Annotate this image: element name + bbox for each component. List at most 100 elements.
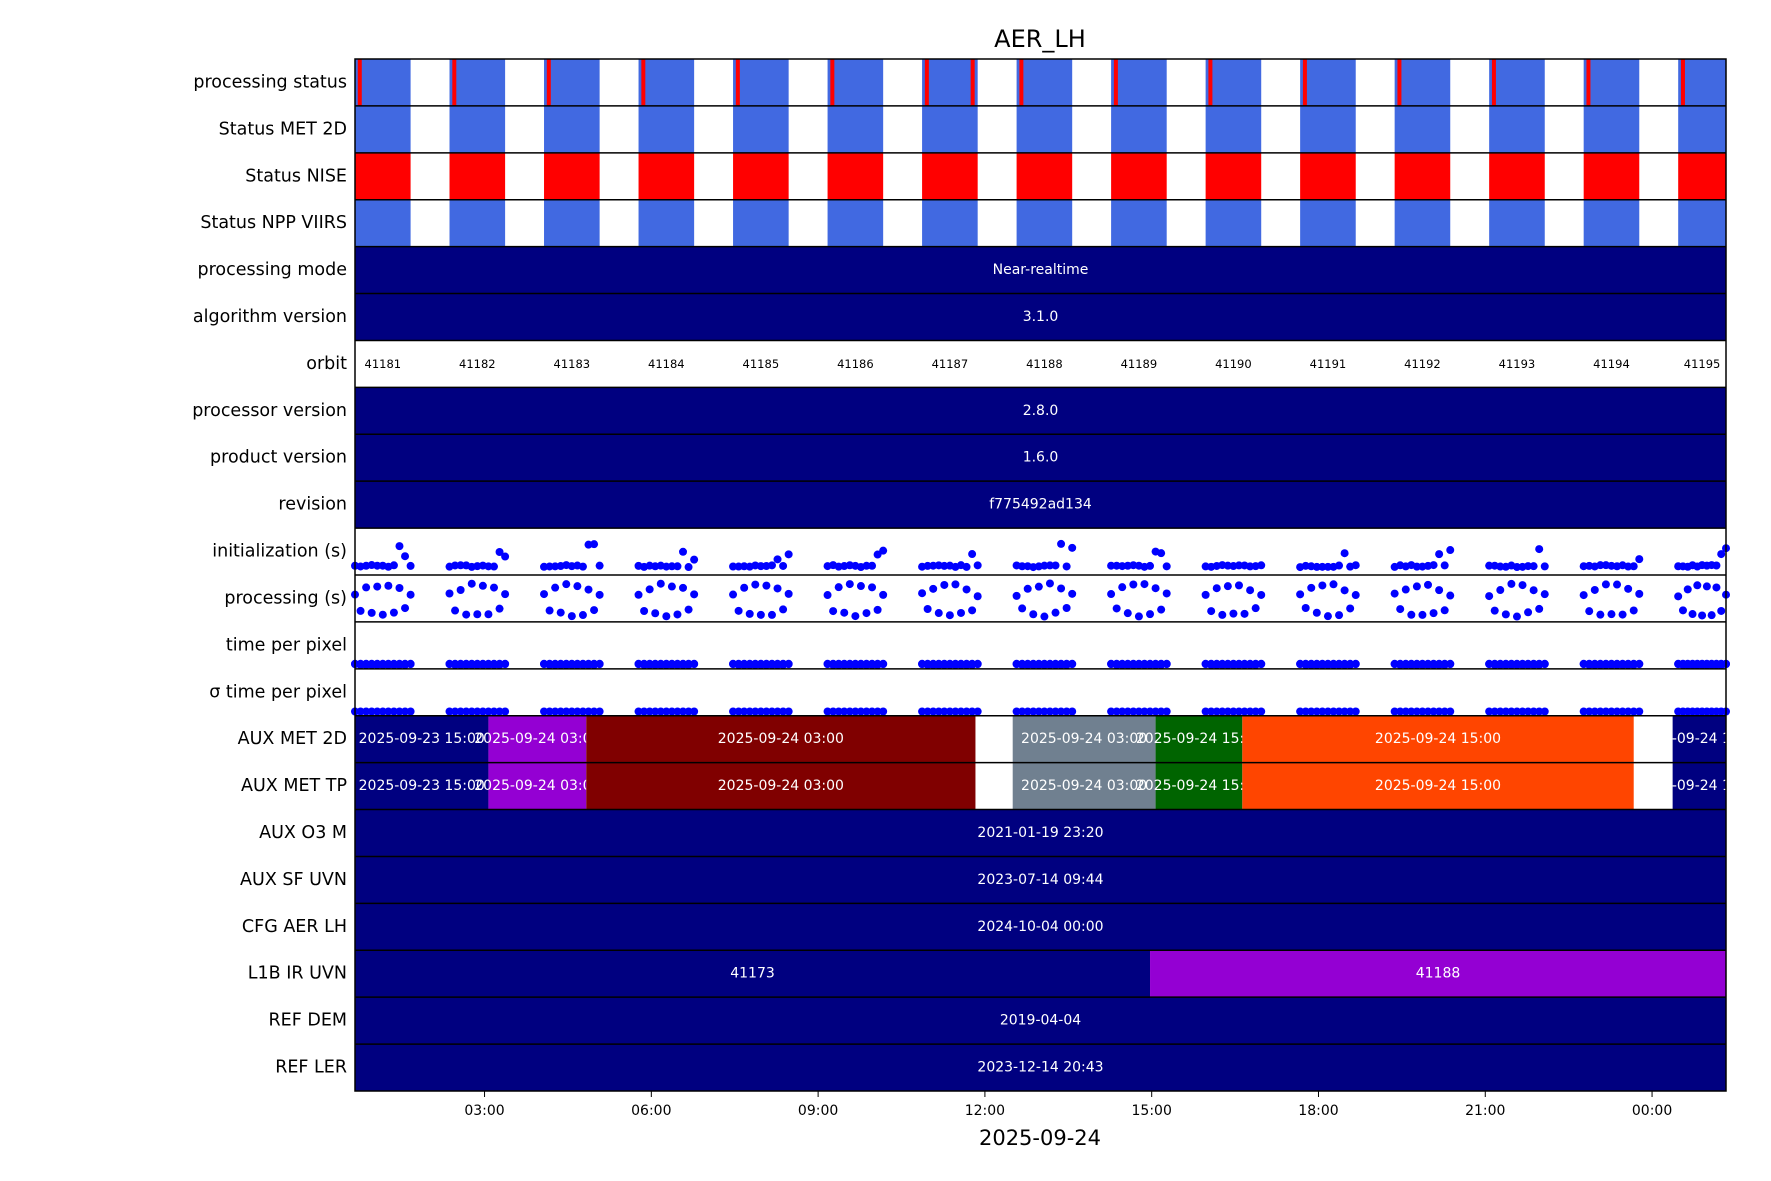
data-point bbox=[551, 707, 560, 716]
segment-bar bbox=[355, 950, 1151, 998]
data-point bbox=[1157, 605, 1166, 614]
data-point bbox=[1162, 589, 1171, 598]
data-point bbox=[1129, 707, 1138, 716]
data-point bbox=[1051, 608, 1060, 617]
value-bar bbox=[355, 434, 1726, 482]
data-point bbox=[462, 610, 471, 619]
data-point bbox=[773, 584, 782, 593]
data-point bbox=[473, 610, 482, 619]
data-point bbox=[1134, 612, 1143, 621]
data-point bbox=[389, 707, 398, 716]
data-point bbox=[656, 579, 665, 588]
data-point bbox=[856, 582, 865, 591]
data-point bbox=[779, 707, 788, 716]
data-point bbox=[1629, 606, 1638, 615]
orbit-number: 41189 bbox=[1121, 357, 1158, 371]
data-point bbox=[1040, 612, 1049, 621]
data-point bbox=[1351, 591, 1360, 600]
value-bar-label: 1.6.0 bbox=[1023, 450, 1059, 466]
status-bar bbox=[355, 199, 411, 247]
data-point bbox=[1123, 707, 1132, 716]
x-tick-label: 03:00 bbox=[464, 1103, 504, 1119]
row-label: L1B IR UVN bbox=[248, 964, 347, 984]
data-point bbox=[456, 585, 465, 594]
data-point bbox=[595, 660, 604, 669]
data-point bbox=[1446, 546, 1455, 555]
status-bar bbox=[544, 152, 600, 200]
data-point bbox=[384, 581, 393, 590]
data-point bbox=[1218, 610, 1227, 619]
data-point bbox=[851, 707, 860, 716]
x-tick-label: 21:00 bbox=[1465, 1103, 1505, 1119]
data-point bbox=[590, 540, 599, 549]
segment-label: 2025-09-24 03:00 bbox=[718, 778, 844, 794]
status-bar bbox=[733, 105, 789, 153]
row-label: processing (s) bbox=[224, 588, 347, 608]
data-point bbox=[473, 707, 482, 716]
status-bar bbox=[1205, 199, 1262, 247]
data-point bbox=[1601, 580, 1610, 589]
data-point bbox=[1340, 586, 1349, 595]
status-bar bbox=[1016, 59, 1073, 106]
data-point bbox=[378, 707, 387, 716]
data-point bbox=[751, 580, 760, 589]
data-point bbox=[489, 583, 498, 592]
data-point bbox=[1151, 707, 1160, 716]
segment-bar bbox=[1012, 715, 1156, 763]
data-point bbox=[567, 707, 576, 716]
data-point bbox=[851, 612, 860, 621]
data-point bbox=[406, 561, 415, 570]
x-axis-label: 2025-09-24 bbox=[979, 1126, 1101, 1150]
data-point bbox=[1524, 707, 1533, 716]
data-point bbox=[1346, 707, 1355, 716]
data-point bbox=[1029, 610, 1038, 619]
value-bar bbox=[355, 481, 1726, 529]
data-point bbox=[756, 707, 765, 716]
data-point bbox=[501, 590, 510, 599]
status-bar bbox=[733, 199, 789, 247]
data-point bbox=[1140, 580, 1149, 589]
data-point bbox=[1234, 581, 1243, 590]
data-point bbox=[1424, 580, 1433, 589]
data-point bbox=[1062, 707, 1071, 716]
orbit-number: 41190 bbox=[1215, 357, 1252, 371]
segment-label: 2025-09-24 15:00 bbox=[1636, 778, 1762, 794]
data-point bbox=[1707, 611, 1716, 620]
data-point bbox=[840, 707, 849, 716]
segment-bar bbox=[488, 762, 587, 810]
data-point bbox=[923, 707, 932, 716]
status-bar bbox=[733, 59, 789, 106]
data-point bbox=[595, 590, 604, 599]
segment-bar bbox=[586, 715, 976, 763]
row-label: AUX O3 M bbox=[259, 823, 347, 843]
data-point bbox=[373, 582, 382, 591]
error-mark bbox=[735, 59, 740, 106]
data-point bbox=[1351, 561, 1360, 570]
data-point bbox=[1485, 707, 1494, 716]
data-point bbox=[929, 707, 938, 716]
data-point bbox=[567, 612, 576, 621]
data-point bbox=[378, 610, 387, 619]
orbit-number: 41193 bbox=[1499, 357, 1536, 371]
segment-bar bbox=[355, 715, 489, 763]
data-point bbox=[973, 660, 982, 669]
data-point bbox=[540, 707, 549, 716]
data-point bbox=[562, 580, 571, 589]
x-axis: 03:00 06:00 09:00 12:00 15:00 18:00 21:00 00:00 bbox=[464, 1091, 1672, 1119]
data-point bbox=[1390, 707, 1399, 716]
status-bar bbox=[1678, 59, 1726, 106]
data-point bbox=[756, 562, 765, 571]
data-point bbox=[1429, 609, 1438, 618]
segment-label: 2025-09-23 15:00 bbox=[359, 731, 485, 747]
value-bar-label: 3.1.0 bbox=[1023, 309, 1059, 325]
x-tick-label: 06:00 bbox=[631, 1103, 671, 1119]
status-bar bbox=[1583, 105, 1640, 153]
data-point bbox=[1613, 580, 1622, 589]
data-point bbox=[1301, 603, 1310, 612]
data-point bbox=[784, 660, 793, 669]
segment-bar bbox=[1672, 715, 1726, 763]
data-point bbox=[1157, 707, 1166, 716]
status-bar bbox=[922, 59, 978, 106]
data-point bbox=[495, 548, 504, 557]
data-point bbox=[1162, 660, 1171, 669]
